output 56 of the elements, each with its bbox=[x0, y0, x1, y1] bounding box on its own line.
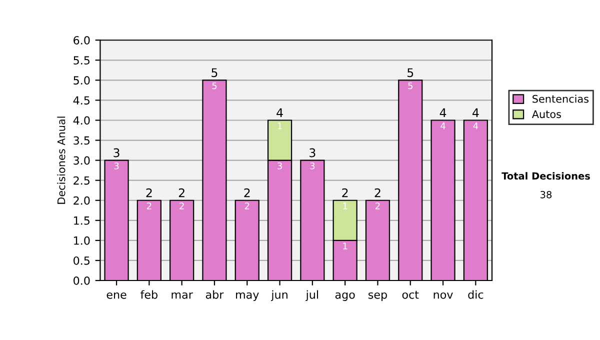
x-tick-label: ago bbox=[335, 292, 355, 301]
total-label: 2 bbox=[178, 188, 184, 198]
total-label: 2 bbox=[244, 188, 250, 198]
x-tick-label: sep bbox=[368, 292, 387, 301]
total-label: 2 bbox=[374, 188, 380, 198]
x-tick-label: mar bbox=[172, 292, 193, 299]
y-tick-label: 4.5 bbox=[73, 96, 90, 105]
x-tick-label: may bbox=[236, 292, 259, 301]
y-tick-label: 6.0 bbox=[74, 36, 90, 44]
data-label: 4 bbox=[440, 122, 446, 130]
data-label: 2 bbox=[244, 202, 250, 210]
y-tick-label: 2.5 bbox=[74, 176, 90, 185]
data-label: 1 bbox=[278, 122, 282, 130]
y-tick-label: 0.0 bbox=[74, 276, 90, 285]
legend-label: Autos bbox=[532, 110, 561, 118]
total-label: 3 bbox=[310, 148, 316, 158]
total-label: 2 bbox=[342, 188, 348, 198]
legend-label: Sentencias bbox=[532, 94, 589, 103]
text: Total Decisiones bbox=[502, 172, 590, 180]
data-label: 2 bbox=[376, 202, 380, 210]
total-label: 4 bbox=[472, 108, 479, 117]
total-label: 5 bbox=[212, 68, 218, 78]
x-tick-label: jun bbox=[270, 290, 288, 301]
y-tick-label: 1.5 bbox=[74, 216, 90, 225]
x-tick-label: abr bbox=[206, 290, 224, 299]
x-tick-label: jul bbox=[306, 290, 318, 301]
data-label: 2 bbox=[146, 202, 152, 210]
total-label: 3 bbox=[114, 148, 120, 158]
x-tick-label: feb bbox=[140, 290, 158, 299]
data-label: 1 bbox=[343, 202, 348, 210]
total-label: 4 bbox=[276, 108, 283, 117]
x-tick-label: ene bbox=[106, 292, 126, 299]
data-label: 3 bbox=[310, 162, 315, 170]
total-label: 4 bbox=[440, 108, 446, 117]
text: 38 bbox=[540, 190, 552, 198]
y-tick-label: 5.5 bbox=[74, 56, 90, 65]
y-tick-label: 2.0 bbox=[74, 196, 90, 205]
data-label: 1 bbox=[343, 242, 348, 250]
data-label: 3 bbox=[114, 162, 119, 170]
data-label: 5 bbox=[408, 82, 412, 90]
total-label: 2 bbox=[146, 188, 152, 198]
y-axis-title: Decisiones Anual bbox=[57, 116, 66, 204]
total-label: 5 bbox=[408, 68, 414, 78]
data-label: 4 bbox=[473, 122, 478, 130]
y-tick-label: 3.0 bbox=[74, 156, 90, 165]
x-tick-label: dic bbox=[468, 290, 484, 299]
data-label: 5 bbox=[212, 82, 217, 90]
y-tick-label: 0.5 bbox=[74, 256, 90, 265]
y-tick-label: 4.0 bbox=[73, 116, 90, 125]
data-label: 2 bbox=[180, 202, 184, 210]
y-tick-label: 1.0 bbox=[74, 236, 90, 245]
data-label: 3 bbox=[278, 162, 282, 170]
y-tick-label: 3.5 bbox=[74, 136, 90, 145]
x-tick-label: nov bbox=[434, 292, 453, 299]
y-tick-label: 5.0 bbox=[74, 76, 90, 85]
x-tick-label: oct bbox=[402, 290, 419, 299]
